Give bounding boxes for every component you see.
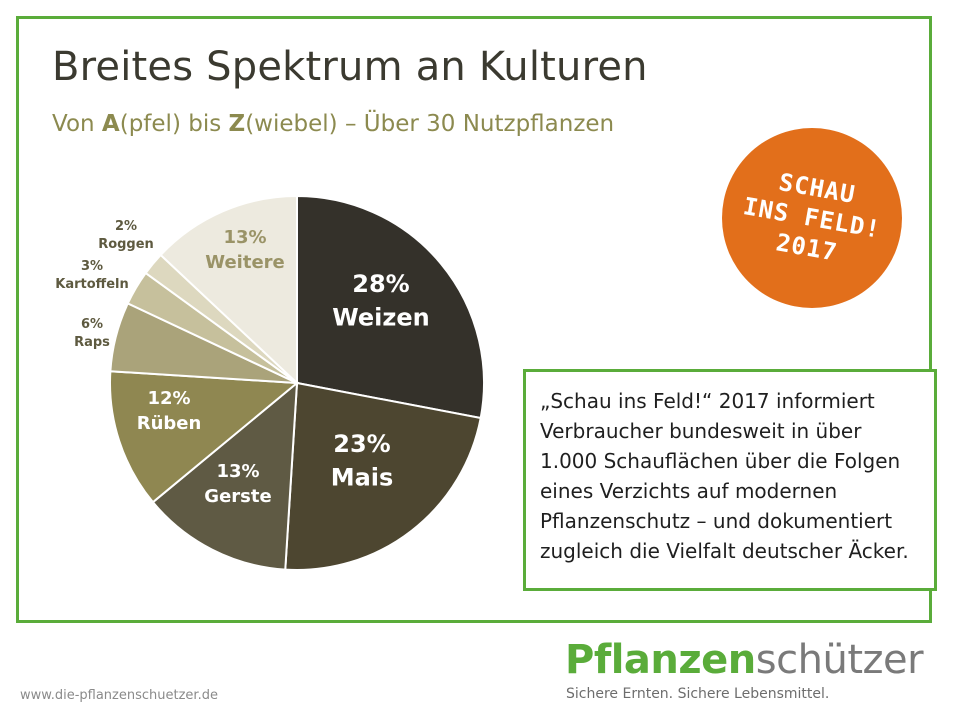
info-box: „Schau ins Feld!“ 2017 informiert Verbra…: [523, 369, 937, 591]
slice-category-label-gerste: Gerste: [204, 486, 271, 507]
slice-category-label-weitere: Weitere: [205, 252, 285, 273]
pie-slice-rüben: [109, 370, 300, 504]
page-subtitle: Von A(pfel) bis Z(wiebel) – Über 30 Nutz…: [52, 111, 614, 137]
badge-text: SCHAU INS FELD! 2017: [708, 114, 917, 323]
logo-tagline: Sichere Ernten. Sichere Lebensmittel.: [566, 686, 830, 702]
subtitle-rest: (wiebel) – Über 30 Nutzpflanzen: [245, 111, 615, 137]
slice-value-label-gerste: 13%: [216, 461, 259, 482]
slice-value-label-kartoffeln: 3%: [81, 259, 103, 274]
slice-category-label-roggen: Roggen: [98, 237, 154, 252]
slice-category-label-weizen: Weizen: [332, 304, 429, 332]
logo-part-1: Pflanzen: [565, 637, 756, 683]
pie-slice-gerste: [151, 380, 299, 571]
slice-value-label-weitere: 13%: [223, 227, 266, 248]
schau-ins-feld-badge: SCHAU INS FELD! 2017: [722, 128, 902, 308]
slice-category-label-raps: Raps: [74, 335, 110, 350]
pie-slice-weitere: [159, 194, 298, 386]
slice-value-label-mais: 23%: [333, 430, 390, 458]
subtitle-letter-z: Z: [228, 111, 246, 137]
slice-value-label-roggen: 2%: [115, 219, 137, 234]
page-title: Breites Spektrum an Kulturen: [52, 44, 648, 90]
pflanzenschuetzer-logo: Pflanzenschützer: [565, 637, 924, 683]
subtitle-prefix: Von: [52, 111, 102, 137]
slice-category-label-kartoffeln: Kartoffeln: [55, 277, 128, 292]
pie-slice-mais: [284, 381, 482, 571]
subtitle-letter-a: A: [101, 111, 120, 137]
slice-category-label-rüben: Rüben: [137, 413, 202, 434]
logo-part-2: schützer: [755, 637, 924, 683]
subtitle-a-rest: (pfel) bis: [119, 111, 229, 137]
footer-url[interactable]: www.die-pflanzenschuetzer.de: [20, 688, 218, 703]
slice-value-label-raps: 6%: [81, 317, 103, 332]
slice-value-label-rüben: 12%: [147, 388, 190, 409]
slice-category-label-mais: Mais: [331, 464, 394, 492]
slice-value-label-weizen: 28%: [352, 270, 409, 298]
info-text: „Schau ins Feld!“ 2017 informiert Verbra…: [540, 389, 909, 563]
content-frame: [16, 16, 932, 623]
pie-slice-weizen: [296, 194, 485, 420]
